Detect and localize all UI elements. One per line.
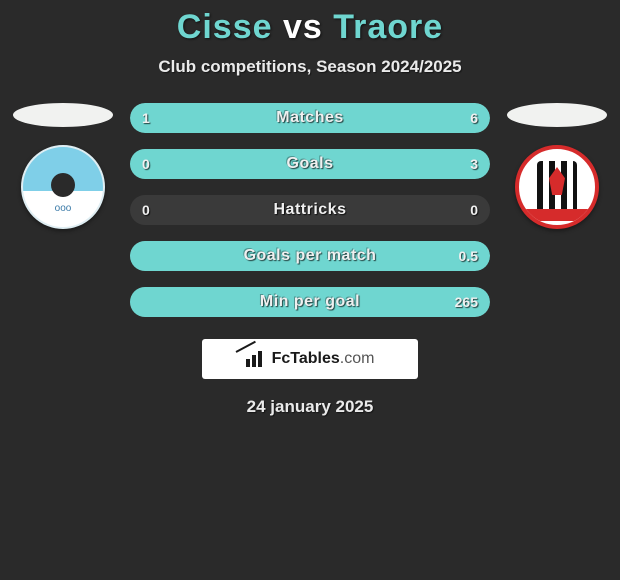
player1-name: Cisse bbox=[177, 8, 273, 46]
bar-chart-trend-icon bbox=[246, 351, 266, 367]
left-team-badge: ooo bbox=[21, 145, 105, 229]
stat-label: Goals bbox=[130, 155, 490, 173]
left-player-ellipse bbox=[13, 103, 113, 127]
stat-label: Goals per match bbox=[130, 247, 490, 265]
brand-name: FcTables bbox=[272, 350, 340, 367]
olympic-rings-icon: ooo bbox=[43, 203, 83, 217]
stat-row: 16Matches bbox=[130, 103, 490, 133]
page-title: Cisse vs Traore bbox=[0, 8, 620, 47]
right-player-ellipse bbox=[507, 103, 607, 127]
comparison-card: Cisse vs Traore Club competitions, Seaso… bbox=[0, 0, 620, 417]
right-side-column bbox=[502, 103, 612, 229]
stat-label: Min per goal bbox=[130, 293, 490, 311]
right-team-badge bbox=[515, 145, 599, 229]
stats-bars: 16Matches 03Goals 00Hattricks 0.5Goals per … bbox=[130, 103, 490, 317]
ball-icon bbox=[51, 173, 75, 197]
player2-name: Traore bbox=[333, 8, 443, 46]
stat-label: Matches bbox=[130, 109, 490, 127]
main-row: ooo 16Matches 03Goals 00Hattricks 0.5Goals … bbox=[0, 103, 620, 317]
stat-row: 265Min per goal bbox=[130, 287, 490, 317]
brand-text: FcTables.com bbox=[272, 350, 375, 368]
vs-separator: vs bbox=[283, 8, 323, 46]
brand-domain: .com bbox=[340, 350, 375, 367]
stat-row: 03Goals bbox=[130, 149, 490, 179]
stat-row: 00Hattricks bbox=[130, 195, 490, 225]
left-side-column: ooo bbox=[8, 103, 118, 229]
stat-row: 0.5Goals per match bbox=[130, 241, 490, 271]
brand-box[interactable]: FcTables.com bbox=[202, 339, 418, 379]
subtitle: Club competitions, Season 2024/2025 bbox=[0, 57, 620, 77]
ribbon-icon bbox=[519, 209, 595, 221]
stat-label: Hattricks bbox=[130, 201, 490, 219]
date-label: 24 january 2025 bbox=[0, 397, 620, 417]
